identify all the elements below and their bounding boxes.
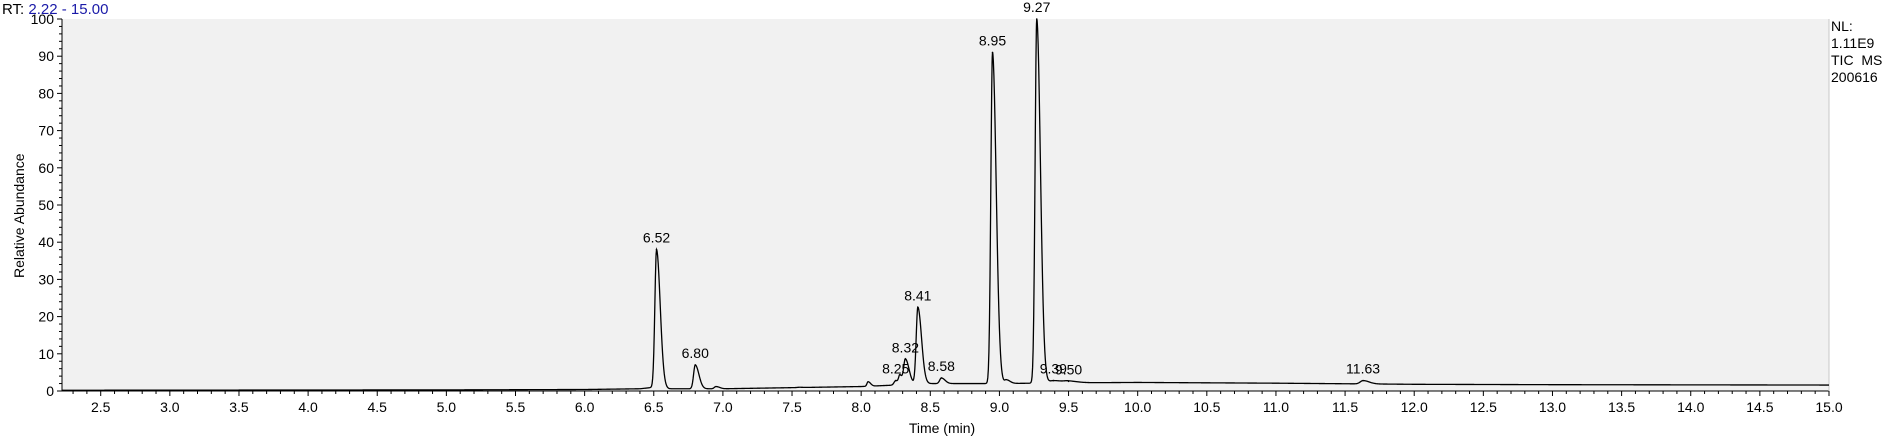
y-tick-label: 40 [38,234,54,250]
file-id: 200616 [1831,69,1878,85]
peak-apex [904,358,907,361]
peak-label: 9.27 [1023,0,1050,15]
peak-apex [1362,379,1364,382]
x-tick-label: 13.0 [1539,399,1566,415]
peak-apex [1052,379,1055,382]
y-tick-label: 10 [38,346,54,362]
axes: 0 10 20 30 40 50 60 70 80 90 100 2.5 3.0 3.5 4.0 4.5 5.0… [31,11,1843,415]
tic-trace-line [62,18,1829,391]
nl-value: 1.11E9 [1831,35,1875,51]
y-tick-label: 70 [38,123,54,139]
peak-label: 8.25 [882,361,909,377]
x-tick-label: 8.5 [921,399,941,415]
rt-range-header: RT: 2.22 - 15.00 [2,1,108,18]
y-tick-label: 90 [38,48,54,64]
peak-labels: 6.52 6.80 8.25 8.32 8.41 8.58 8.95 9.27 9.399.50… [643,0,1380,377]
x-tick-label: 6.5 [644,399,664,415]
peak-apex [1067,380,1070,383]
peak-apex [940,377,943,379]
x-tick-label: 4.0 [298,399,318,415]
x-tick-label: 15.0 [1815,399,1842,415]
x-tick-label: 7.0 [713,399,733,415]
peak-apex [991,51,994,54]
y-tick-label: 30 [38,271,54,287]
y-tick-label: 60 [38,160,54,176]
x-tick-label: 8.0 [851,399,871,415]
peak-apex [917,306,919,309]
series-group [62,18,1829,391]
y-tick-label: 0 [46,383,54,399]
peak-label: 6.52 [643,230,670,246]
peak-label: 11.63 [1346,361,1380,377]
x-tick-label: 3.0 [160,399,180,415]
nl-label: NL: [1831,18,1853,34]
y-tick-label: 20 [38,309,54,325]
x-tick-label: 12.0 [1401,399,1428,415]
peak-apex [894,379,897,382]
peak-label: 6.80 [682,345,709,361]
plot-area [62,19,1829,391]
rt-prefix: RT: [2,1,25,18]
x-tick-label: 10.0 [1124,399,1151,415]
peak-label: 9.39 [1040,361,1067,377]
y-tick-label: 50 [38,197,54,213]
peak-label: 8.58 [928,358,955,374]
peak-apex [655,248,658,251]
x-tick-label: 5.5 [506,399,526,415]
x-tick-label: 12.5 [1470,399,1497,415]
x-tick-label: 2.5 [91,399,111,415]
x-tick-label: 9.5 [1059,399,1079,415]
peak-label: 9.50 [1055,361,1082,377]
x-tick-label: 11.0 [1263,399,1289,415]
x-tick-label: 11.5 [1332,399,1358,415]
info-panel: NL: 1.11E9 TIC MS 200616 [1831,18,1882,86]
x-tick-label: 4.5 [368,399,388,415]
x-tick-label: 14.0 [1677,399,1704,415]
x-tick-label: 13.5 [1608,399,1635,415]
scan-type: TIC MS [1831,52,1883,68]
x-tick-label: 3.5 [229,399,249,415]
x-tick-label: 14.5 [1746,399,1773,415]
rt-range-value: 2.22 - 15.00 [28,1,109,18]
y-tick-label: 100 [31,11,55,27]
x-tick-label: 6.0 [575,399,595,415]
peak-apex [1035,18,1038,20]
x-tick-label: 7.5 [782,399,802,415]
x-tick-label: 5.0 [437,399,457,415]
peak-apex [694,364,697,366]
peak-label: 8.41 [904,287,931,303]
x-axis-label: Time (min) [908,420,976,436]
peak-label: 8.95 [979,32,1006,48]
x-tick-label: 10.5 [1193,399,1220,415]
peak-label: 8.32 [892,339,919,355]
x-tick-label: 9.0 [990,399,1010,415]
y-tick-label: 80 [38,85,54,101]
